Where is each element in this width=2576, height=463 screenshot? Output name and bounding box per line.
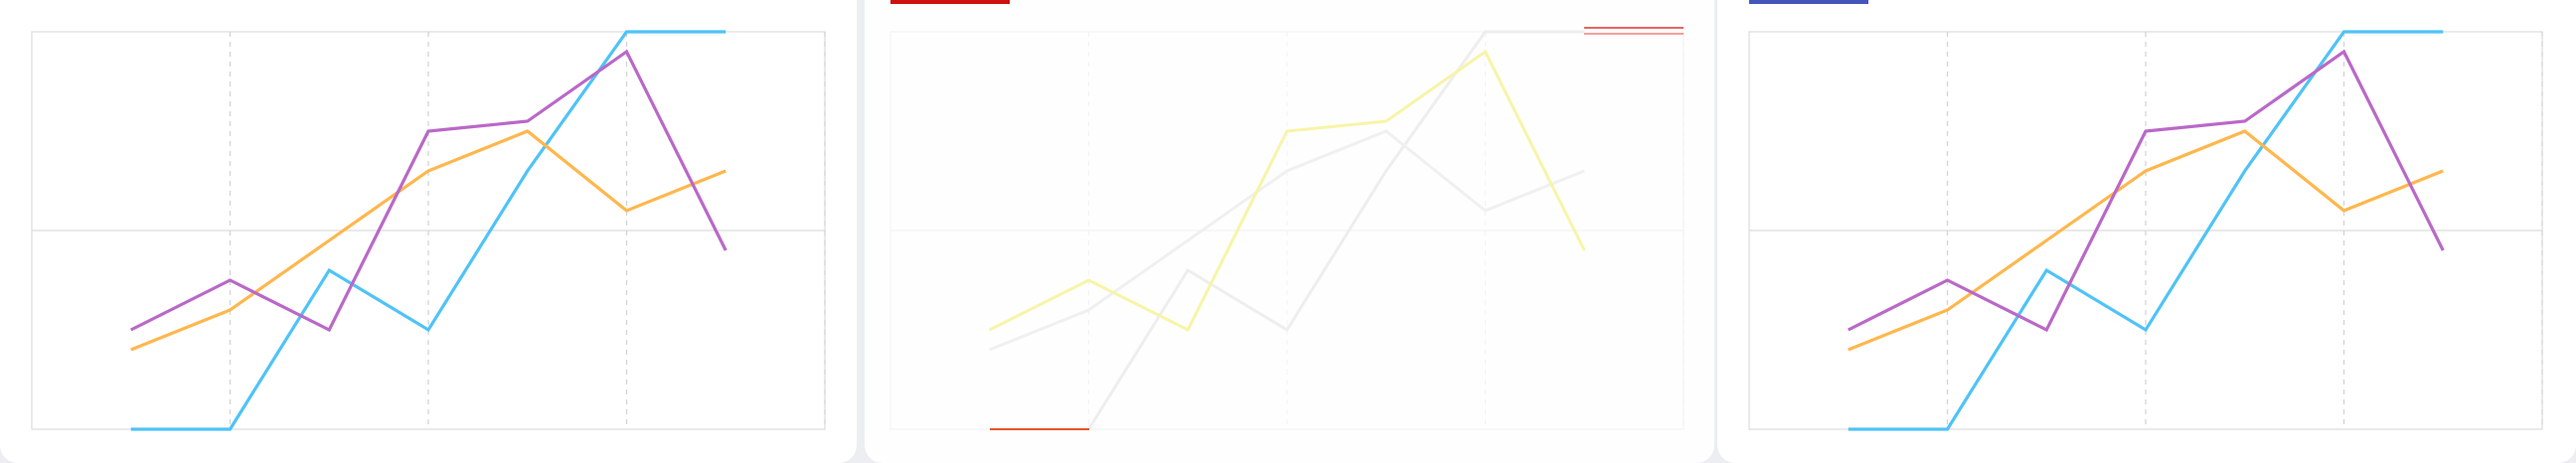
tab-accent-bar[interactable] [890,0,1010,4]
line-chart-middle [889,27,1685,431]
line-chart-right [1748,30,2543,431]
chart-panel-right [1717,0,2576,463]
tab-accent-bar[interactable] [1749,0,1868,4]
chart-panel-middle [865,0,1714,463]
chart-panel-left [0,0,857,463]
line-chart-left [31,30,826,431]
